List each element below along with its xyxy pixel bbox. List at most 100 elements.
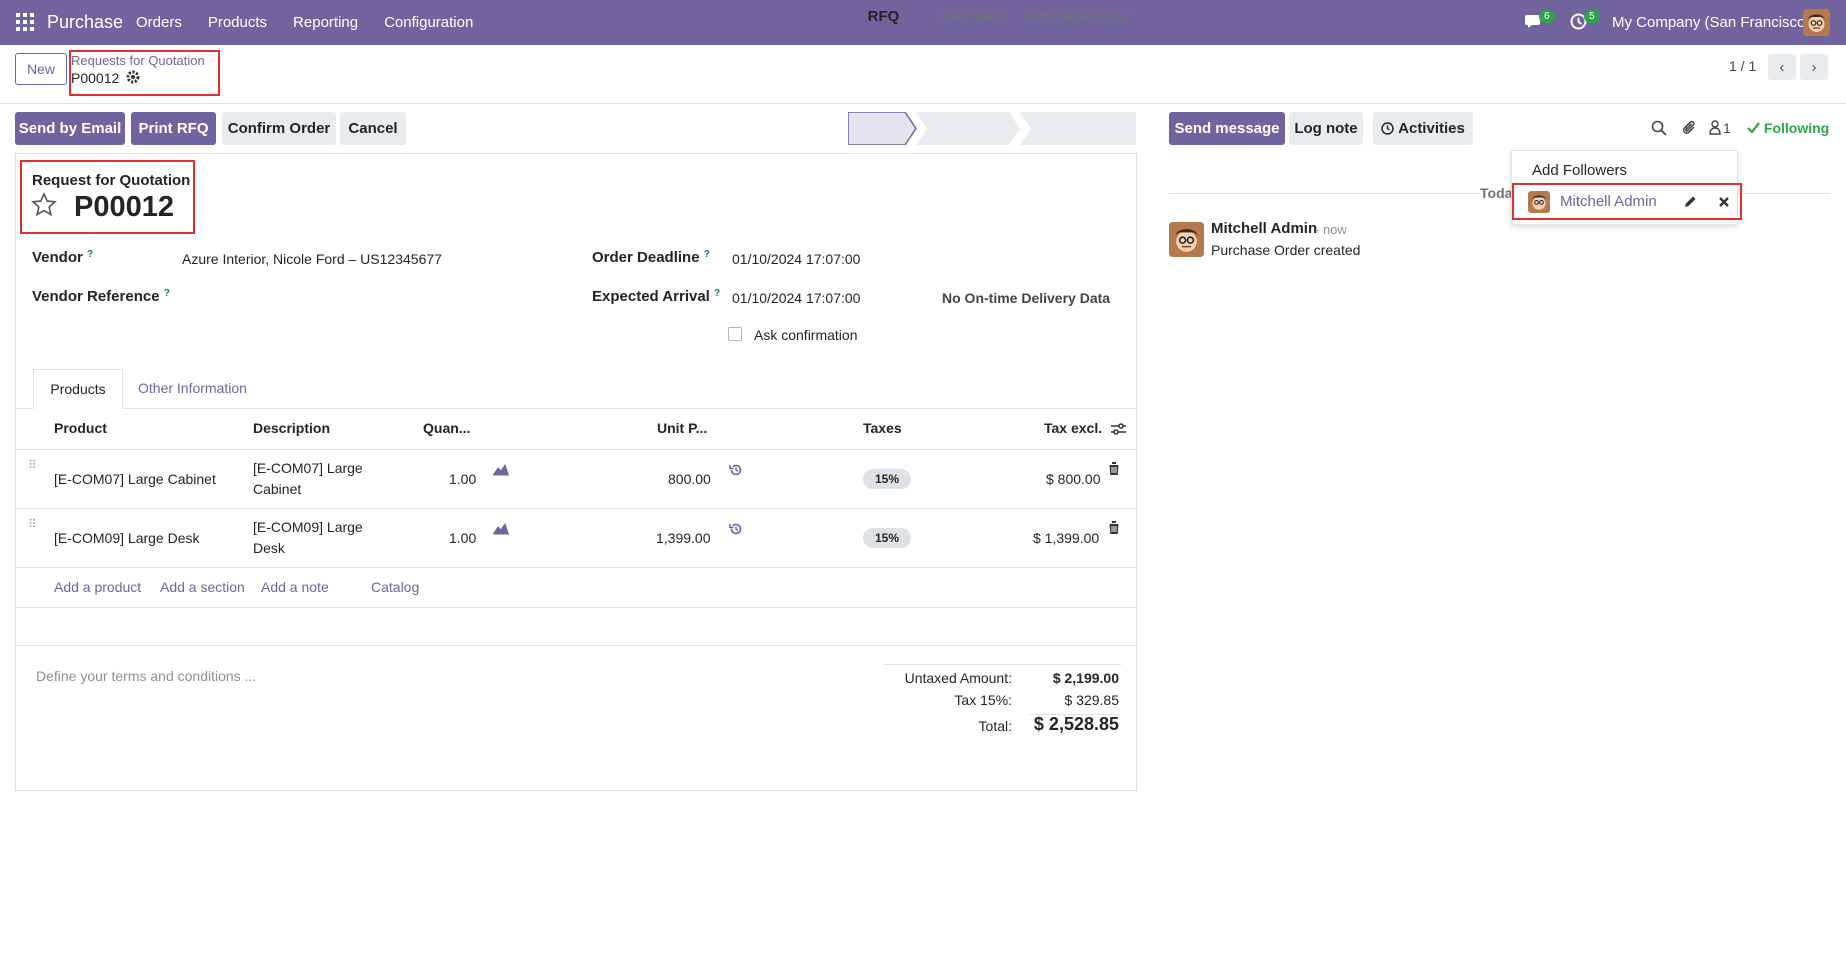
form-sheet bbox=[15, 153, 1137, 791]
table-header-border bbox=[15, 449, 1137, 450]
totals-divider bbox=[884, 664, 1121, 665]
help-icon[interactable]: ? bbox=[714, 288, 721, 299]
order-deadline-label-text: Order Deadline bbox=[592, 249, 700, 266]
forecast-chart-icon[interactable] bbox=[493, 463, 509, 479]
search-icon[interactable] bbox=[1651, 120, 1667, 141]
tax-badge[interactable]: 15% bbox=[863, 528, 911, 548]
row-unit-price[interactable]: 800.00 bbox=[668, 471, 711, 487]
message-body: Purchase Order created bbox=[1211, 242, 1361, 258]
message-author-avatar[interactable] bbox=[1169, 222, 1204, 257]
terms-field[interactable]: Define your terms and conditions ... bbox=[36, 668, 257, 684]
clock-icon bbox=[1381, 122, 1394, 135]
menu-reporting[interactable]: Reporting bbox=[293, 14, 359, 31]
expected-arrival-field[interactable]: 01/10/2024 17:07:00 bbox=[732, 290, 861, 306]
following-status[interactable]: Following bbox=[1747, 120, 1829, 136]
breadcrumb-highlight bbox=[69, 50, 220, 96]
activities-label: Activities bbox=[1398, 120, 1465, 137]
col-unit-price[interactable]: Unit P... bbox=[657, 420, 708, 436]
expected-arrival-label: Expected Arrival ? bbox=[592, 288, 720, 305]
follower-count[interactable]: 1 bbox=[1723, 120, 1731, 136]
ask-confirmation-checkbox[interactable] bbox=[728, 327, 742, 341]
tax-label: Tax 15%: bbox=[954, 692, 1012, 708]
edit-pencil-icon[interactable] bbox=[1684, 195, 1697, 213]
follower-name[interactable]: Mitchell Admin bbox=[1560, 193, 1657, 210]
app-brand[interactable]: Purchase bbox=[47, 12, 124, 32]
trash-icon[interactable] bbox=[1108, 462, 1120, 478]
vendor-ref-label-text: Vendor Reference bbox=[32, 288, 160, 305]
help-icon[interactable]: ? bbox=[703, 249, 710, 260]
price-history-icon[interactable] bbox=[729, 463, 743, 480]
add-note-link[interactable]: Add a note bbox=[261, 579, 329, 595]
user-avatar[interactable] bbox=[1803, 9, 1830, 36]
row-description-line1[interactable]: [E-COM07] Large bbox=[253, 460, 363, 476]
apps-menu-icon[interactable] bbox=[16, 13, 34, 31]
send-message-button[interactable]: Send message bbox=[1169, 112, 1285, 145]
total-divider bbox=[1030, 714, 1120, 715]
paperclip-icon[interactable] bbox=[1681, 119, 1697, 141]
row-border bbox=[15, 645, 1137, 646]
pager-value[interactable]: 1 / 1 bbox=[1729, 58, 1757, 74]
help-icon[interactable]: ? bbox=[87, 249, 94, 260]
column-settings-icon[interactable] bbox=[1111, 422, 1126, 441]
col-quantity[interactable]: Quan... bbox=[423, 420, 471, 436]
order-deadline-label: Order Deadline ? bbox=[592, 249, 710, 266]
status-rfq[interactable]: RFQ bbox=[867, 8, 900, 25]
pager-previous-button[interactable]: ‹ bbox=[1768, 54, 1796, 80]
row-description-line2[interactable]: Cabinet bbox=[253, 481, 302, 497]
message-author[interactable]: Mitchell Admin bbox=[1211, 220, 1318, 237]
drag-handle-icon[interactable]: ⠿ bbox=[28, 517, 37, 531]
row-quantity[interactable]: 1.00 bbox=[449, 471, 477, 487]
log-note-button[interactable]: Log note bbox=[1289, 112, 1363, 145]
help-icon[interactable]: ? bbox=[163, 288, 170, 299]
price-history-icon[interactable] bbox=[729, 522, 743, 539]
col-tax-excl[interactable]: Tax excl. bbox=[1044, 420, 1103, 436]
new-button[interactable]: New bbox=[15, 53, 67, 85]
add-followers-link[interactable]: Add Followers bbox=[1532, 162, 1628, 179]
tax-badge[interactable]: 15% bbox=[863, 469, 911, 489]
confirm-order-button[interactable]: Confirm Order bbox=[222, 112, 336, 145]
print-rfq-button[interactable]: Print RFQ bbox=[131, 112, 216, 145]
cancel-button[interactable]: Cancel bbox=[340, 112, 406, 145]
gear-icon[interactable] bbox=[126, 70, 140, 87]
activity-clock-icon[interactable]: 5 bbox=[1570, 10, 1600, 35]
vendor-label: Vendor ? bbox=[32, 249, 93, 266]
follower-avatar bbox=[1528, 191, 1550, 213]
chat-icon[interactable]: 6 bbox=[1525, 10, 1555, 35]
status-rfq-sent[interactable]: RFQ Sent bbox=[937, 8, 1005, 25]
send-by-email-button[interactable]: Send by Email bbox=[15, 112, 125, 145]
activities-button[interactable]: Activities bbox=[1373, 112, 1473, 145]
drag-handle-icon[interactable]: ⠿ bbox=[28, 458, 37, 472]
row-quantity[interactable]: 1.00 bbox=[449, 530, 477, 546]
message-time: - now bbox=[1315, 222, 1347, 237]
pager-next-button[interactable]: › bbox=[1800, 54, 1828, 80]
order-deadline-field[interactable]: 01/10/2024 17:07:00 bbox=[732, 251, 861, 267]
col-description[interactable]: Description bbox=[253, 420, 331, 436]
breadcrumb-parent[interactable]: Requests for Quotation bbox=[71, 53, 205, 68]
row-description-line1[interactable]: [E-COM09] Large bbox=[253, 519, 363, 535]
menu-orders[interactable]: Orders bbox=[136, 14, 182, 31]
row-unit-price[interactable]: 1,399.00 bbox=[656, 530, 711, 546]
row-product[interactable]: [E-COM07] Large Cabinet bbox=[54, 471, 216, 487]
row-product[interactable]: [E-COM09] Large Desk bbox=[54, 530, 200, 546]
status-purchase-order[interactable]: Purchase Order bbox=[1025, 8, 1131, 25]
add-section-link[interactable]: Add a section bbox=[160, 579, 245, 595]
forecast-chart-icon[interactable] bbox=[493, 522, 509, 538]
trash-icon[interactable] bbox=[1108, 521, 1120, 537]
tab-other-information[interactable]: Other Information bbox=[138, 380, 247, 396]
star-icon[interactable] bbox=[31, 192, 57, 225]
col-product[interactable]: Product bbox=[54, 420, 107, 436]
follower-item[interactable]: Mitchell Admin bbox=[1512, 183, 1742, 220]
top-navbar: Purchase Orders Products Reporting Confi… bbox=[0, 0, 1846, 45]
vendor-field[interactable]: Azure Interior, Nicole Ford – US12345677 bbox=[182, 251, 442, 267]
row-description-line2[interactable]: Desk bbox=[253, 540, 285, 556]
followers-icon[interactable] bbox=[1709, 120, 1721, 140]
tab-products[interactable]: Products bbox=[33, 369, 123, 409]
company-switcher[interactable]: My Company (San Francisco) bbox=[1612, 14, 1811, 31]
menu-products[interactable]: Products bbox=[207, 14, 268, 31]
col-taxes[interactable]: Taxes bbox=[863, 420, 902, 436]
remove-follower-icon[interactable] bbox=[1718, 195, 1730, 213]
menu-configuration[interactable]: Configuration bbox=[384, 14, 474, 31]
rfq-title-label: Request for Quotation bbox=[32, 172, 191, 189]
catalog-link[interactable]: Catalog bbox=[371, 579, 420, 595]
add-product-link[interactable]: Add a product bbox=[54, 579, 142, 595]
